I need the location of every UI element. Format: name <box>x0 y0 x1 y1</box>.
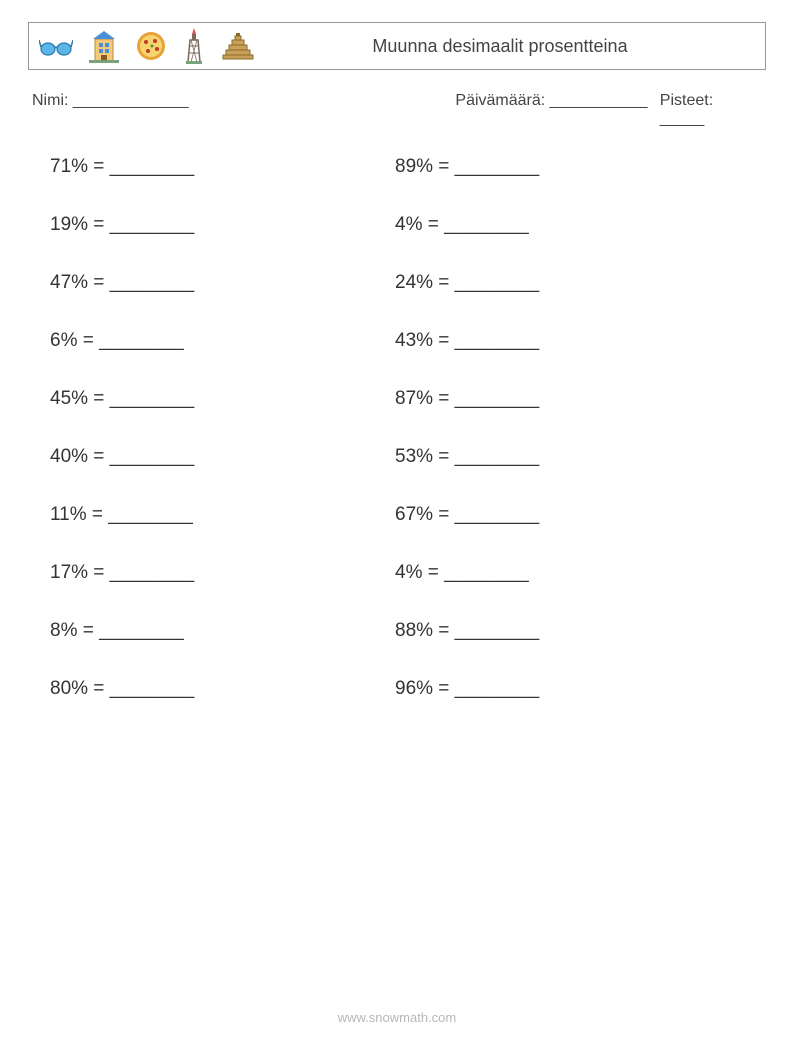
problem-left: 19% = ________ <box>50 214 395 236</box>
worksheet-title: Muunna desimaalit prosentteina <box>255 36 755 57</box>
problem-right: 4% = ________ <box>395 562 740 584</box>
name-field: Nimi: _____________ <box>32 92 455 128</box>
problem-right: 24% = ________ <box>395 272 740 294</box>
name-label: Nimi: <box>32 92 68 109</box>
problem-right: 88% = ________ <box>395 620 740 642</box>
problem-right: 96% = ________ <box>395 678 740 700</box>
problem-right: 43% = ________ <box>395 330 740 352</box>
problem-row: 11% = ________67% = ________ <box>50 504 766 526</box>
problem-row: 40% = ________53% = ________ <box>50 446 766 468</box>
problem-left: 40% = ________ <box>50 446 395 468</box>
problem-left: 11% = ________ <box>50 504 395 526</box>
problem-left: 6% = ________ <box>50 330 395 352</box>
sunglasses-icon <box>39 31 73 61</box>
problem-row: 71% = ________89% = ________ <box>50 156 766 178</box>
problem-row: 45% = ________87% = ________ <box>50 388 766 410</box>
temple-icon <box>221 31 255 61</box>
problem-row: 47% = ________24% = ________ <box>50 272 766 294</box>
info-row: Nimi: _____________ Päivämäärä: ________… <box>28 92 766 128</box>
problem-row: 6% = ________43% = ________ <box>50 330 766 352</box>
problems-grid: 71% = ________89% = ________ 19% = ______… <box>28 156 766 700</box>
problem-right: 67% = ________ <box>395 504 740 526</box>
score-field: Pisteet: _____ <box>660 92 762 128</box>
problem-left: 47% = ________ <box>50 272 395 294</box>
problem-right: 53% = ________ <box>395 446 740 468</box>
problem-left: 17% = ________ <box>50 562 395 584</box>
pizza-icon <box>135 30 167 62</box>
problem-row: 8% = ________88% = ________ <box>50 620 766 642</box>
problem-right: 4% = ________ <box>395 214 740 236</box>
problem-left: 80% = ________ <box>50 678 395 700</box>
problem-row: 17% = ________4% = ________ <box>50 562 766 584</box>
problem-right: 89% = ________ <box>395 156 740 178</box>
footer-url: www.snowmath.com <box>0 1010 794 1025</box>
header-icons <box>39 28 255 64</box>
date-field: Päivämäärä: ___________ <box>455 92 659 128</box>
problem-row: 19% = ________4% = ________ <box>50 214 766 236</box>
problem-left: 45% = ________ <box>50 388 395 410</box>
date-blank: ___________ <box>550 92 648 109</box>
score-label: Pisteet: <box>660 92 713 109</box>
problem-right: 87% = ________ <box>395 388 740 410</box>
name-blank: _____________ <box>73 92 189 109</box>
worksheet-header: Muunna desimaalit prosentteina <box>28 22 766 70</box>
date-label: Päivämäärä: <box>455 92 545 109</box>
tower-icon <box>183 28 205 64</box>
problem-row: 80% = ________96% = ________ <box>50 678 766 700</box>
score-blank: _____ <box>660 110 705 127</box>
building-icon <box>89 29 119 63</box>
problem-left: 71% = ________ <box>50 156 395 178</box>
problem-left: 8% = ________ <box>50 620 395 642</box>
